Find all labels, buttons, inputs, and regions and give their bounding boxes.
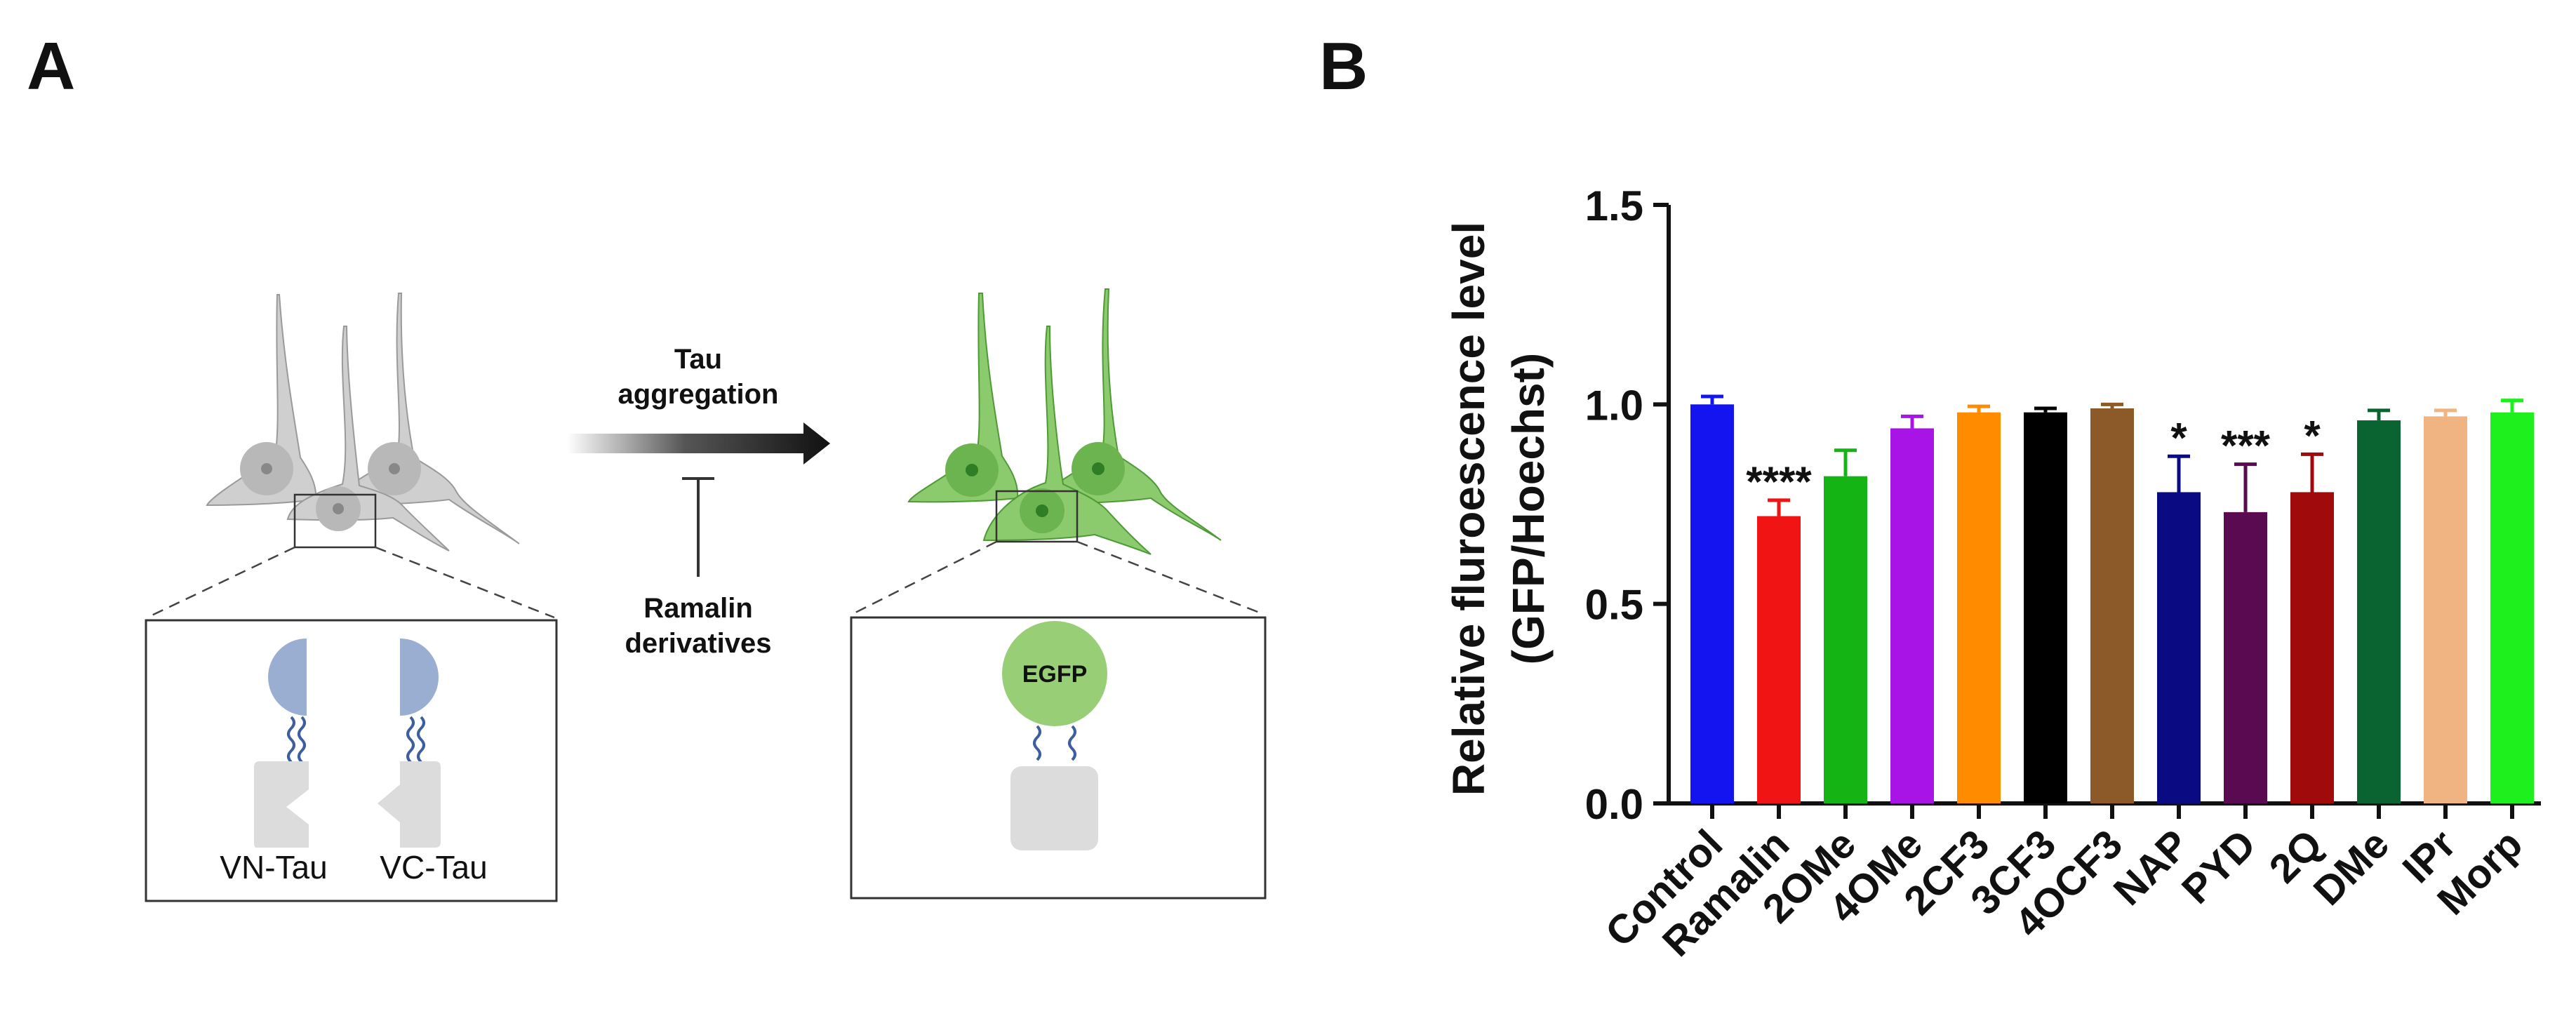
bar-Ramalin [1757,516,1801,803]
zoom-line [1076,540,1264,615]
y-ticks: 0.0 0.5 1.0 1.5 [1585,182,1669,828]
bar-4OCF3 [2090,408,2134,803]
bar-IPr [2424,416,2467,803]
arrow-label-aggregation: aggregation [618,379,779,410]
bar-2OMe [1824,476,1867,803]
panel-a-letter: A [27,29,76,104]
y-axis-title: Relative fluroescence level (GFP/Hoechst… [1443,222,1554,796]
bar-3CF3 [2024,412,2067,803]
significance-marker: *** [2221,422,2271,469]
y-tick-label: 1.0 [1585,382,1643,429]
zoom-box-right [995,490,1079,543]
y-axis-title-line2: (GFP/Hoechst) [1503,353,1554,664]
linker-coil [1033,725,1041,761]
bar-2CF3 [1957,412,2001,803]
bar-series: ***** *** * [1690,394,2534,819]
bar-2Q [2290,492,2334,803]
vn-tau-construct [254,639,309,848]
green-neuron-nuclei [945,442,1125,533]
x-tick-label: NAP [2105,821,2198,914]
bar-Control [1690,404,1734,803]
y-tick-label: 0.5 [1585,582,1643,629]
inset-box-left [145,619,558,902]
y-tick-label: 1.5 [1585,182,1643,229]
bar-4OMe [1890,428,1934,803]
inhibitor-label-ramalin: Ramalin [643,593,753,624]
panel-a-schematic: VN-Tau VC-Tau Tau aggregation Ramalin de… [145,288,1267,902]
egfp-circle [1002,621,1107,726]
vc-tau-construct [378,639,441,848]
x-tick-labels: ControlRamalin2OMe4OMe2CF33CF34OCF3NAPPY… [1596,821,2531,965]
x-tick-label: PYD [2173,821,2264,912]
bar-Morp [2490,412,2534,803]
significance-marker: * [2304,412,2321,459]
tau-aggregation-arrow [567,422,830,465]
tau-fragment-complex [1010,766,1098,850]
bar-DMe [2357,420,2401,803]
bar-PYD [2224,512,2267,803]
vc-tau-label: VC-Tau [380,849,487,886]
y-axis-title-line1: Relative fluroescence level [1443,222,1494,796]
y-tick-label: 0.0 [1585,781,1643,828]
bar-NAP [2157,492,2201,803]
zoom-line [147,546,295,619]
inhibitor-label-derivatives: derivatives [625,628,771,659]
linker-coil [1068,725,1076,761]
gray-neuron-nuclei [240,442,421,531]
zoom-line [852,540,997,615]
zoom-line [375,546,555,619]
significance-marker: **** [1746,458,1812,505]
panel-b-letter: B [1319,29,1368,104]
arrow-label-tau: Tau [674,344,722,375]
significance-marker: * [2170,414,2187,461]
vn-tau-label: VN-Tau [220,849,327,886]
zoom-box-left [293,493,377,549]
egfp-label: EGFP [1022,661,1088,688]
x-tick-label: DMe [2305,821,2398,914]
